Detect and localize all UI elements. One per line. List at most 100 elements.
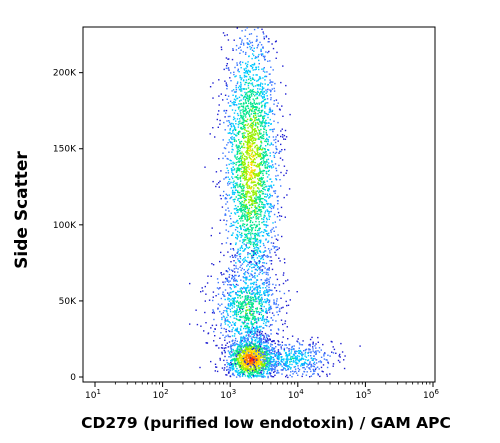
event-point <box>248 230 250 233</box>
event-point <box>275 138 277 141</box>
event-point <box>235 292 237 294</box>
event-point <box>226 374 228 376</box>
event-point <box>256 35 258 38</box>
event-point <box>275 306 277 309</box>
event-point <box>239 160 241 162</box>
event-point <box>251 163 253 166</box>
event-point <box>290 357 292 359</box>
event-point <box>253 181 255 183</box>
event-point <box>254 321 256 324</box>
event-point <box>262 187 264 190</box>
event-point <box>216 287 219 289</box>
event-point <box>234 117 236 120</box>
event-point <box>240 140 243 143</box>
event-point <box>237 174 239 176</box>
event-point <box>250 124 252 127</box>
event-point <box>267 84 269 86</box>
event-point <box>256 224 258 226</box>
event-point <box>219 310 221 313</box>
event-point <box>248 357 250 360</box>
event-point <box>256 126 259 128</box>
event-point <box>236 362 239 364</box>
event-point <box>262 151 264 153</box>
event-point <box>262 70 265 72</box>
event-point <box>270 256 272 258</box>
event-point <box>277 234 279 236</box>
event-point <box>314 350 317 353</box>
event-point <box>264 199 266 201</box>
event-point <box>230 138 233 140</box>
event-point <box>255 374 257 376</box>
event-point <box>254 235 256 237</box>
event-point <box>246 153 248 155</box>
event-point <box>250 234 252 236</box>
event-point <box>238 200 241 203</box>
event-point <box>239 319 242 321</box>
event-point <box>233 140 236 142</box>
event-point <box>236 220 239 222</box>
event-point <box>226 311 228 313</box>
event-point <box>271 363 273 366</box>
event-point <box>253 351 255 353</box>
event-point <box>261 110 263 112</box>
event-point <box>226 271 229 273</box>
event-point <box>267 341 269 343</box>
event-point <box>244 140 246 142</box>
event-point <box>272 242 275 244</box>
event-point <box>224 298 226 301</box>
event-point <box>220 297 222 300</box>
event-point <box>237 297 239 299</box>
event-point <box>229 308 231 311</box>
event-point <box>253 180 255 183</box>
event-point <box>255 175 257 177</box>
event-point <box>274 152 277 155</box>
event-point <box>272 368 274 370</box>
event-point <box>237 290 239 292</box>
event-point <box>248 351 251 353</box>
event-point <box>262 287 264 289</box>
event-point <box>237 372 239 374</box>
event-point <box>227 320 229 323</box>
event-point <box>233 278 235 281</box>
event-point <box>238 209 240 211</box>
event-point <box>246 150 248 152</box>
event-point <box>254 111 256 113</box>
event-point <box>247 184 249 186</box>
event-point <box>268 206 271 208</box>
event-point <box>254 287 256 289</box>
event-point <box>237 306 239 308</box>
event-point <box>259 121 261 123</box>
event-point <box>245 312 247 314</box>
event-point <box>238 311 240 313</box>
event-point <box>254 205 256 207</box>
event-point <box>245 290 247 292</box>
event-point <box>256 286 259 289</box>
event-point <box>258 337 261 339</box>
event-point <box>236 156 239 158</box>
event-point <box>256 182 259 185</box>
event-point <box>256 249 258 251</box>
event-point <box>250 206 253 209</box>
event-point <box>232 166 235 168</box>
event-point <box>235 170 238 172</box>
event-point <box>229 303 232 305</box>
event-point <box>266 299 269 301</box>
event-point <box>252 323 255 325</box>
event-point <box>246 309 248 311</box>
event-point <box>273 113 276 116</box>
event-point <box>241 161 244 163</box>
event-point <box>247 185 249 187</box>
event-point <box>271 344 273 346</box>
event-point <box>258 208 260 211</box>
event-point <box>265 119 267 122</box>
event-point <box>286 356 288 359</box>
event-point <box>267 274 269 276</box>
event-point <box>257 266 259 269</box>
event-point <box>229 225 231 228</box>
event-point <box>251 169 253 171</box>
event-point <box>232 297 234 300</box>
event-point <box>242 371 244 373</box>
event-point <box>240 339 242 342</box>
event-point <box>280 353 282 355</box>
event-point <box>237 313 239 316</box>
